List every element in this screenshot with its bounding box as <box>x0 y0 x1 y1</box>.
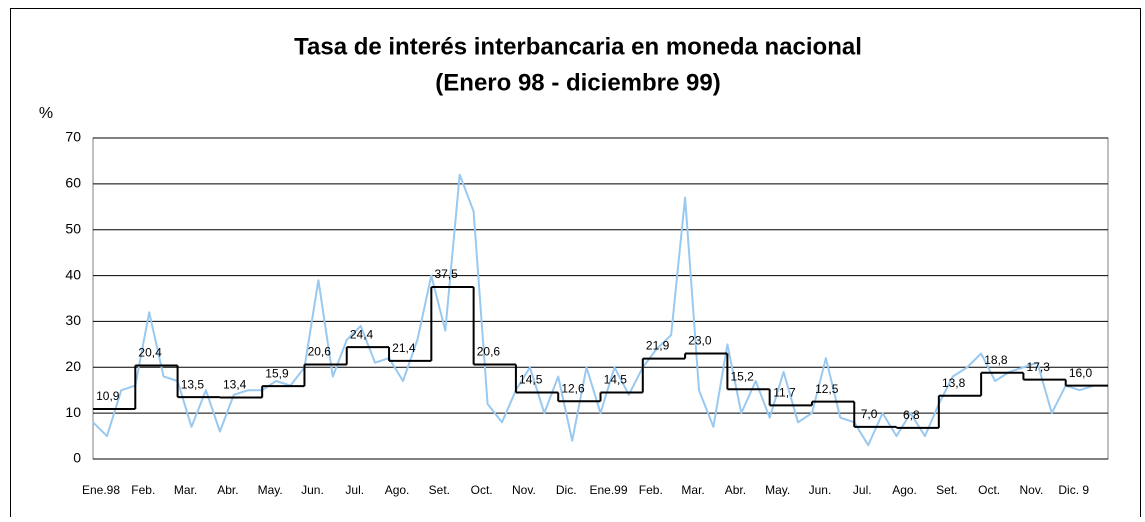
chart-title: Tasa de interés interbancaria en moneda … <box>294 33 862 60</box>
value-label: 21,9 <box>646 339 670 353</box>
x-tick-label: Jun. <box>809 483 832 497</box>
y-tick-label: 10 <box>65 404 81 420</box>
value-label: 20,6 <box>477 345 501 359</box>
x-tick-label: Ago. <box>892 483 917 497</box>
value-label: 23,0 <box>688 334 712 348</box>
value-label: 15,2 <box>730 369 754 383</box>
value-label: 20,6 <box>308 345 332 359</box>
x-tick-label: Mar. <box>174 483 197 497</box>
x-tick-label: Jun. <box>301 483 324 497</box>
x-tick-label: Set. <box>936 483 957 497</box>
x-tick-label: Dic. <box>556 483 577 497</box>
value-label: 15,9 <box>265 366 289 380</box>
y-tick-label: 50 <box>65 220 81 236</box>
y-tick-label: 30 <box>65 312 81 328</box>
value-label: 11,7 <box>773 386 796 400</box>
value-label: 14,5 <box>519 373 543 387</box>
x-tick-label: May. <box>765 483 790 497</box>
x-tick-label: Ene.99 <box>589 483 627 497</box>
x-tick-label: Feb. <box>639 483 663 497</box>
value-label: 7,0 <box>861 407 878 421</box>
y-tick-label: 20 <box>65 358 81 374</box>
x-tick-label: Abr. <box>725 483 746 497</box>
value-label: 13,4 <box>223 378 247 392</box>
x-tick-label: Feb. <box>131 483 155 497</box>
x-tick-label: Dic. 9 <box>1058 483 1089 497</box>
x-tick-label: Nov. <box>1020 483 1044 497</box>
daily-line <box>92 173 1095 447</box>
x-tick-label: Mar. <box>681 483 704 497</box>
value-label: 14,5 <box>604 373 628 387</box>
value-label: 20,4 <box>138 346 162 360</box>
value-label: 13,5 <box>181 377 205 391</box>
x-tick-label: Ago. <box>385 483 410 497</box>
value-label: 18,8 <box>984 353 1008 367</box>
value-label: 10,9 <box>96 389 120 403</box>
x-tick-label: Abr. <box>217 483 238 497</box>
y-tick-label: 0 <box>73 450 81 466</box>
value-label: 6,8 <box>903 408 920 422</box>
value-label: 16,0 <box>1069 366 1093 380</box>
value-label: 17,3 <box>1027 360 1051 374</box>
x-tick-label: Nov. <box>512 483 536 497</box>
x-tick-label: Oct. <box>978 483 1000 497</box>
value-label: 21,4 <box>392 341 416 355</box>
x-tick-label: Jul. <box>345 483 364 497</box>
x-tick-label: Jul. <box>853 483 872 497</box>
x-tick-label: May. <box>258 483 283 497</box>
x-tick-label: Oct. <box>471 483 493 497</box>
value-label: 37,5 <box>434 267 458 281</box>
value-label: 13,8 <box>942 376 966 390</box>
value-label: 24,4 <box>350 327 374 341</box>
chart-subtitle: (Enero 98 - diciembre 99) <box>435 69 720 96</box>
value-label: 12,5 <box>815 382 839 396</box>
y-tick-label: 40 <box>65 266 81 282</box>
x-tick-label: Set. <box>429 483 450 497</box>
value-label: 12,6 <box>561 381 585 395</box>
y-tick-label: 70 <box>65 129 81 145</box>
y-tick-label: 60 <box>65 175 81 191</box>
x-tick-label: Ene.98 <box>82 483 120 497</box>
y-axis-label: % <box>39 105 53 122</box>
